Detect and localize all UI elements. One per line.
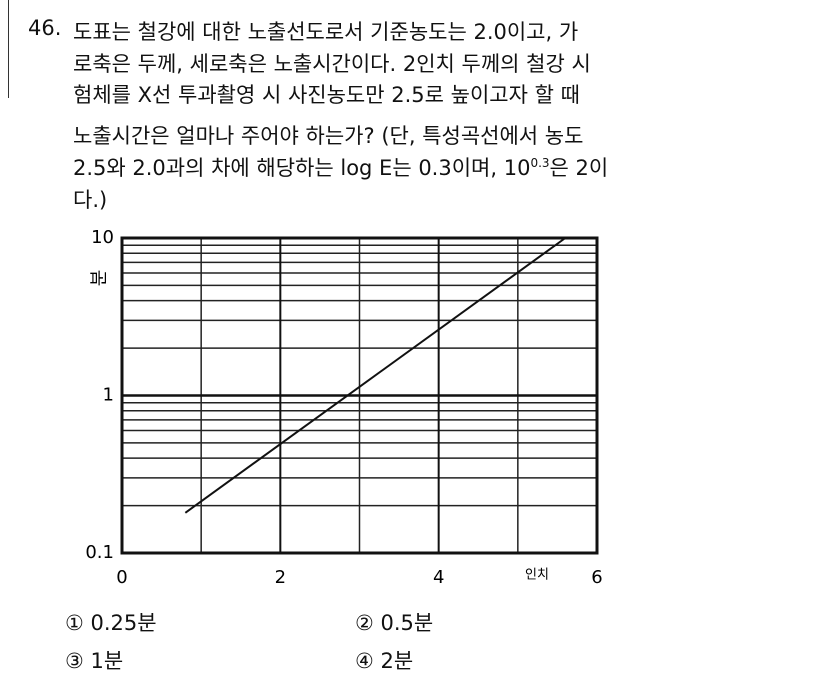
question-number: 46. bbox=[28, 16, 62, 40]
option[interactable]: ③ 1분 bbox=[65, 649, 124, 673]
question-line: 도표는 철강에 대한 노출선도로서 기준농도는 2.0이고, 가 bbox=[73, 20, 579, 44]
option[interactable]: ② 0.5분 bbox=[355, 611, 434, 635]
plot-frame bbox=[120, 236, 599, 555]
question-line: 험체를 X선 투과촬영 시 사진농도만 2.5로 높이고자 할 때 bbox=[73, 83, 580, 107]
note-text: 2.5와 2.0과의 차에 해당하는 log E는 0.3이며, 10 bbox=[73, 156, 531, 180]
option[interactable]: ① 0.25분 bbox=[65, 611, 157, 635]
data-line bbox=[184, 237, 566, 514]
x-tick-label: 6 bbox=[591, 567, 602, 588]
y-axis-label: 분 bbox=[89, 270, 110, 287]
note-line: 다.) bbox=[73, 188, 108, 212]
x-tick-label: 0 bbox=[116, 567, 127, 588]
left-border bbox=[8, 0, 9, 98]
x-axis-label: 인치 bbox=[525, 568, 549, 583]
question-line: 로축은 두께, 세로축은 노출시간이다. 2인치 두께의 철강 시 bbox=[73, 52, 591, 76]
note-sup: 0.3 bbox=[530, 156, 550, 170]
x-tick-label: 4 bbox=[433, 567, 444, 588]
x-tick-label: 2 bbox=[275, 567, 286, 588]
y-tick-label: 1 bbox=[103, 385, 114, 406]
y-tick-label: 10 bbox=[91, 227, 114, 248]
note-line: 2.5와 2.0과의 차에 해당하는 log E는 0.3이며, 100.3은 … bbox=[73, 152, 608, 182]
note-text: 은 2이 bbox=[549, 156, 609, 180]
note-line: 노출시간은 얼마나 주어야 하는가? (단, 특성곡선에서 농도 bbox=[73, 124, 584, 148]
option[interactable]: ④ 2분 bbox=[355, 649, 414, 673]
y-tick-label: 0.1 bbox=[85, 542, 114, 563]
